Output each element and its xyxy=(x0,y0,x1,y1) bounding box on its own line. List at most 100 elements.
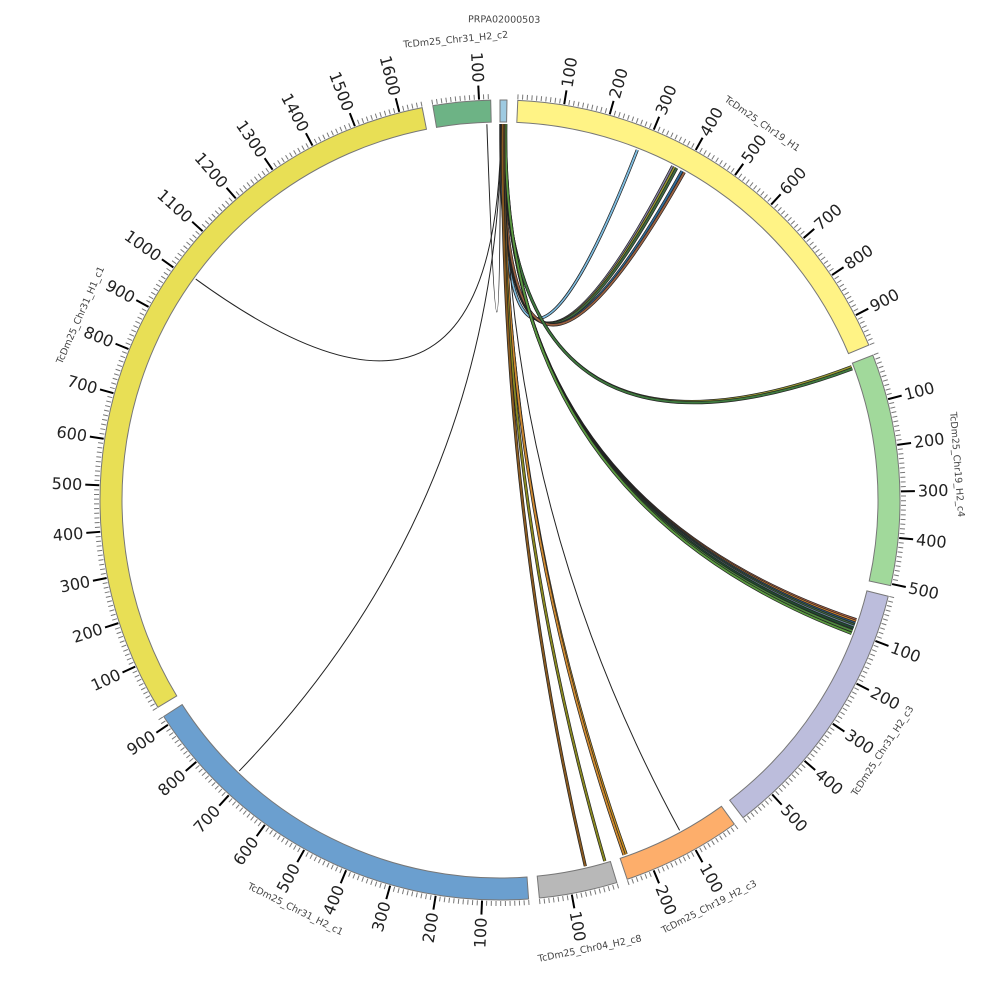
minor-tick xyxy=(383,884,387,890)
major-tick xyxy=(155,723,169,734)
segment-tcdm25-chr31-h1-c1[interactable] xyxy=(99,107,428,708)
segment-tcdm25-chr31-h2-c1[interactable] xyxy=(162,703,530,901)
minor-tick xyxy=(105,405,111,408)
tick-label: 400 xyxy=(319,882,348,917)
minor-tick xyxy=(330,130,334,136)
minor-tick xyxy=(102,582,108,585)
minor-tick xyxy=(810,753,815,758)
minor-tick xyxy=(126,657,132,661)
link-ribbon xyxy=(502,124,857,623)
minor-tick xyxy=(791,774,797,779)
minor-tick xyxy=(572,100,575,106)
minor-tick xyxy=(806,238,811,242)
minor-tick xyxy=(281,157,285,163)
major-tick xyxy=(832,722,845,733)
minor-tick xyxy=(603,887,606,893)
minor-tick xyxy=(613,110,617,116)
minor-tick xyxy=(742,176,746,181)
minor-tick xyxy=(420,893,423,899)
minor-tick xyxy=(253,818,258,824)
minor-tick xyxy=(723,162,727,168)
minor-tick xyxy=(326,132,330,138)
minor-tick xyxy=(895,565,901,568)
tick-label: 1600 xyxy=(376,54,405,98)
segment-tcdm25-chr04-h2-c8[interactable] xyxy=(536,860,618,899)
minor-tick xyxy=(192,234,197,239)
minor-tick xyxy=(600,106,603,112)
segment-name-label: TcDm25_Chr31_H1_c1 xyxy=(54,265,107,367)
link-outline xyxy=(502,124,857,623)
minor-tick xyxy=(435,98,438,105)
minor-tick xyxy=(397,887,400,894)
minor-tick xyxy=(812,245,817,250)
minor-tick xyxy=(881,622,887,626)
minor-tick xyxy=(189,757,194,762)
tick-label: 300 xyxy=(652,82,681,117)
link-ribbon xyxy=(504,124,853,635)
segment-name-label: PRPA02000503 xyxy=(468,14,540,26)
minor-tick xyxy=(730,827,735,833)
major-tick xyxy=(191,220,204,232)
minor-tick xyxy=(440,98,443,104)
minor-tick xyxy=(851,304,857,308)
minor-tick xyxy=(339,868,343,874)
tick-label: 900 xyxy=(867,285,903,316)
minor-tick xyxy=(113,373,120,376)
segment-tcdm25-chr19-h2-c4[interactable] xyxy=(851,354,901,587)
minor-tick xyxy=(232,801,237,806)
segment-tcdm25-chr19-h1[interactable] xyxy=(516,99,870,355)
minor-tick xyxy=(448,897,451,903)
minor-tick xyxy=(297,847,301,853)
minor-tick xyxy=(365,116,369,122)
minor-tick xyxy=(127,337,133,341)
minor-tick xyxy=(96,540,102,543)
minor-tick xyxy=(150,703,155,707)
tick-label: 400 xyxy=(696,104,727,140)
minor-tick xyxy=(892,578,899,581)
minor-tick xyxy=(104,591,110,594)
minor-tick xyxy=(575,893,578,899)
tick-label: 900 xyxy=(102,276,138,307)
minor-tick xyxy=(543,898,546,904)
minor-tick xyxy=(674,134,678,140)
minor-tick xyxy=(743,818,748,823)
tick-label: 600 xyxy=(229,833,262,869)
minor-tick xyxy=(411,891,414,897)
minor-tick xyxy=(707,842,711,848)
minor-tick xyxy=(858,678,864,683)
minor-tick xyxy=(305,851,309,857)
minor-tick xyxy=(119,640,125,643)
minor-tick xyxy=(277,160,281,165)
minor-tick xyxy=(195,230,200,235)
minor-tick xyxy=(121,644,127,648)
minor-tick xyxy=(781,784,787,789)
minor-tick xyxy=(873,352,879,356)
segment-prpa02000503[interactable] xyxy=(499,99,508,123)
minor-tick xyxy=(158,716,164,721)
major-tick xyxy=(652,870,660,884)
minor-tick xyxy=(322,134,326,140)
minor-tick xyxy=(864,666,870,670)
minor-tick xyxy=(140,687,146,691)
minor-tick xyxy=(857,316,863,320)
minor-tick xyxy=(869,342,875,346)
tick-label: 400 xyxy=(811,765,847,799)
minor-tick xyxy=(784,213,789,218)
minor-tick xyxy=(281,837,285,843)
minor-tick xyxy=(826,264,832,268)
minor-tick xyxy=(379,882,382,888)
segment-tcdm25-chr31-h2-c2[interactable] xyxy=(432,99,492,128)
minor-tick xyxy=(235,804,240,809)
link-ribbon xyxy=(500,123,587,867)
minor-tick xyxy=(835,719,840,724)
tick-label: 1300 xyxy=(232,117,271,161)
minor-tick xyxy=(785,781,790,786)
minor-tick xyxy=(348,123,352,129)
minor-tick xyxy=(406,890,409,896)
segment-tcdm25-chr19-h2-c3[interactable] xyxy=(619,805,736,880)
minor-tick xyxy=(309,854,313,860)
segment-tcdm25-chr31-h2-c3[interactable] xyxy=(728,590,889,819)
minor-tick xyxy=(415,102,418,108)
minor-tick xyxy=(254,176,258,181)
